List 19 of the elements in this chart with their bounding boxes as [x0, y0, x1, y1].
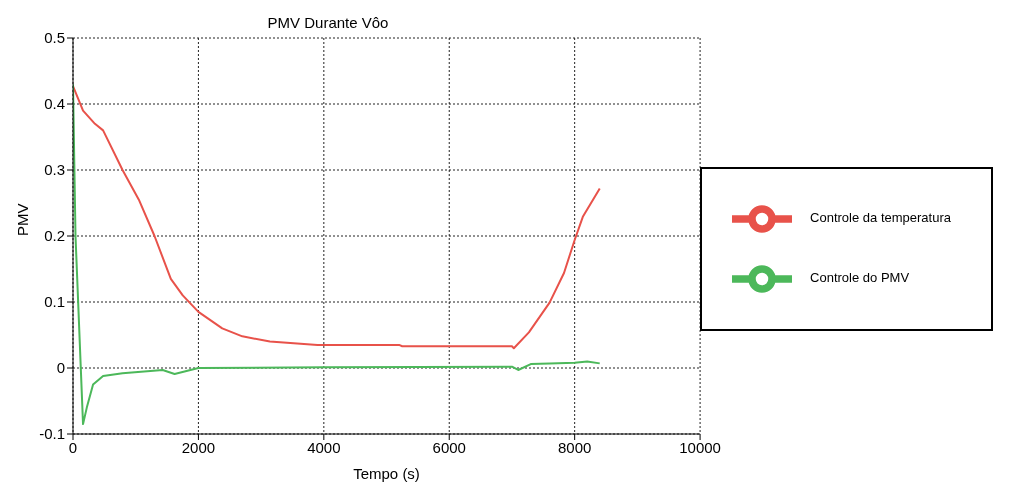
x-tick-label: 8000	[557, 438, 592, 456]
legend-label: Controle da temperatura	[810, 209, 951, 225]
x-tick-label: 10000	[679, 438, 721, 456]
line-series	[73, 85, 601, 350]
chart-title: PMV Durante Vôo	[266, 14, 390, 31]
x-tick-label: 2000	[181, 438, 216, 456]
y-tick-label: 0.5	[44, 29, 65, 47]
y-axis-title: PMV	[14, 203, 32, 236]
y-tick-label: -0.1	[39, 425, 65, 443]
x-axis-title: Tempo (s)	[353, 465, 420, 482]
y-tick-label: 0.1	[44, 293, 65, 311]
y-tick-label: 0.4	[44, 95, 65, 113]
x-tick-label: 0	[68, 438, 78, 456]
y-tick-label: 0.2	[44, 227, 65, 245]
y-tick-label: 0.3	[44, 161, 65, 179]
legend-label: Controle do PMV	[810, 269, 910, 285]
x-tick-label: 6000	[432, 438, 466, 456]
x-tick-label: 4000	[307, 438, 341, 456]
y-tick-label: 0	[56, 359, 65, 377]
